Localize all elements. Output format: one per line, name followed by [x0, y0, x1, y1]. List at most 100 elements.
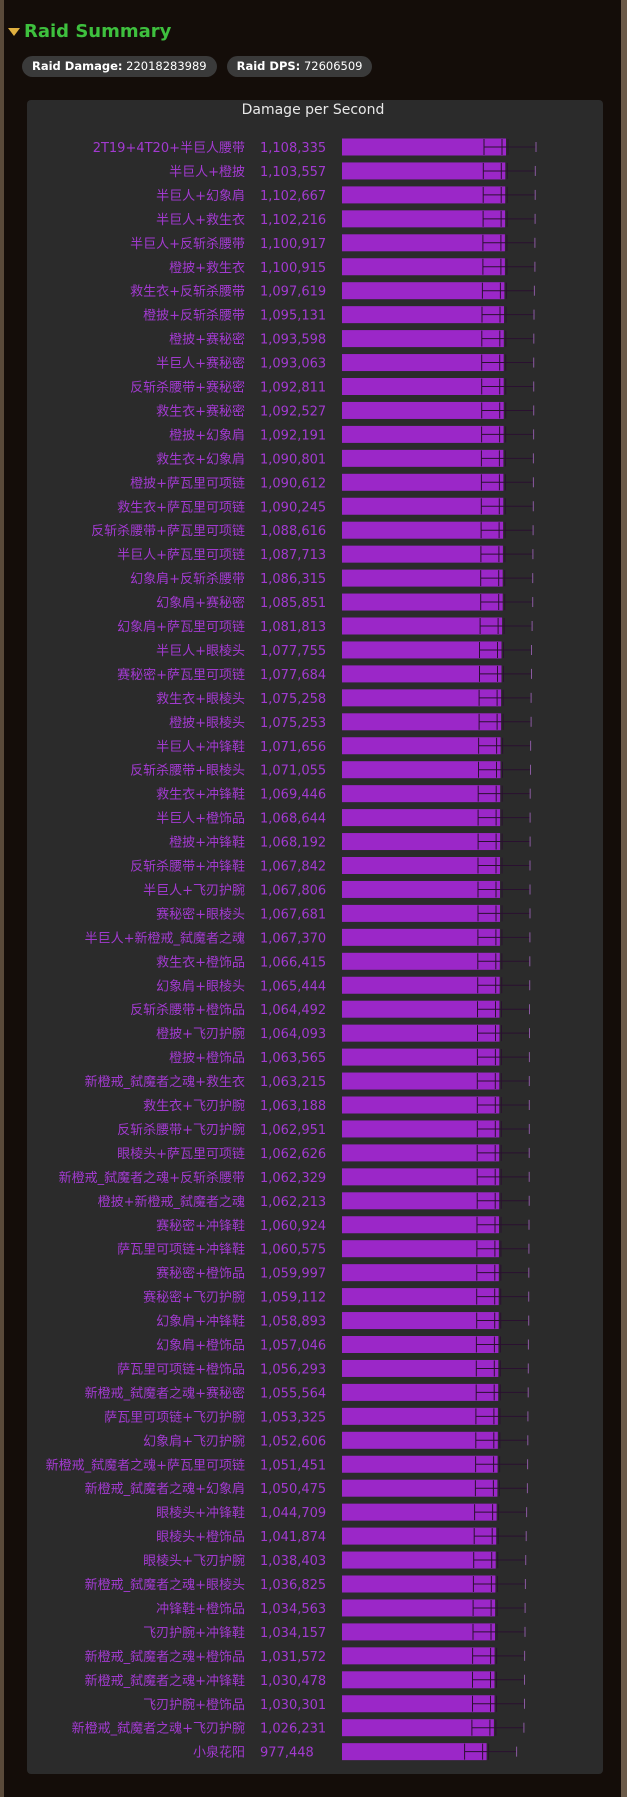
dps-bar: [342, 713, 502, 731]
dps-bar: [342, 1120, 500, 1138]
collapse-triangle-icon[interactable]: [8, 28, 20, 36]
raid-damage-value: 22018283989: [126, 59, 207, 73]
raid-damage-badge: Raid Damage: 22018283989: [22, 56, 217, 77]
dps-bar: [342, 1216, 499, 1234]
value-label: 1,092,191: [260, 428, 326, 443]
category-label: 飞刃护腕+橙饰品: [143, 1697, 245, 1713]
dps-bar: [342, 1359, 499, 1377]
category-label: 救生衣+赛秘密: [156, 403, 245, 419]
value-label: 1,090,801: [260, 452, 326, 467]
value-label: 1,092,811: [260, 381, 326, 396]
value-label: 977,448: [260, 1746, 314, 1761]
category-label: 橙披+新橙戒_弑魔者之魂: [98, 1194, 245, 1210]
category-label: 幻象肩+反斩杀腰带: [130, 571, 245, 587]
category-label: 半巨人+救生衣: [156, 212, 245, 228]
dps-bar: [342, 857, 500, 874]
category-label: 眼棱头+橙饰品: [156, 1529, 245, 1545]
category-label: 眼棱头+萨瓦里可项链: [117, 1146, 245, 1162]
dps-bar: [342, 641, 502, 659]
value-label: 1,060,575: [260, 1243, 326, 1258]
dps-bar: [342, 689, 502, 707]
dps-bar: [342, 1647, 495, 1665]
category-label: 橙披+萨瓦里可项链: [130, 476, 245, 491]
dps-chart-panel: Damage per Second 2T19+4T20+半巨人腰带 1,108,3…: [27, 100, 603, 1774]
value-label: 1,051,451: [260, 1458, 326, 1473]
category-label: 幻象肩+飞刃护腕: [143, 1433, 245, 1449]
value-label: 1,067,370: [260, 931, 326, 946]
dps-bar: [342, 138, 506, 156]
dps-bar: [342, 186, 506, 204]
dps-bar: [342, 785, 501, 803]
dps-bar: [342, 354, 504, 372]
dps-bar: [342, 425, 504, 443]
value-label: 1,050,475: [260, 1482, 326, 1497]
value-label: 1,095,131: [260, 309, 326, 324]
value-label: 1,097,619: [260, 285, 326, 300]
value-label: 1,057,046: [260, 1339, 326, 1354]
category-label: 半巨人+眼棱头: [156, 643, 245, 659]
value-label: 1,026,231: [260, 1722, 326, 1737]
value-label: 1,075,253: [260, 716, 326, 731]
dps-bar: [342, 282, 505, 300]
value-label: 1,064,492: [260, 1003, 326, 1018]
category-label: 赛秘密+飞刃护腕: [143, 1290, 245, 1306]
dps-bar: [342, 1240, 499, 1258]
dps-bar: [342, 330, 504, 348]
chart-rows: 2T19+4T20+半巨人腰带 1,108,335 半巨人+橙披 1,103,557 半…: [46, 138, 537, 1761]
category-label: 半巨人+橙饰品: [156, 812, 245, 827]
category-label: 橙披+冲锋鞋: [169, 835, 245, 851]
dps-bar: [342, 1479, 498, 1497]
dps-bar: [342, 1192, 500, 1210]
section-header[interactable]: Raid Summary: [6, 18, 171, 44]
dps-bar: [342, 1623, 495, 1641]
value-label: 1,068,192: [260, 836, 326, 851]
category-label: 新橙戒_弑魔者之魂+眼棱头: [85, 1577, 245, 1593]
value-label: 1,062,951: [260, 1123, 326, 1138]
category-label: 救生衣+冲锋鞋: [156, 787, 245, 803]
category-label: 救生衣+反斩杀腰带: [130, 284, 245, 300]
value-label: 1,071,055: [260, 764, 326, 779]
dps-bar: [342, 1575, 496, 1593]
dps-bar: [342, 569, 503, 587]
value-label: 1,056,293: [260, 1362, 326, 1377]
value-label: 1,062,329: [260, 1171, 326, 1186]
dps-bar: [342, 1527, 497, 1545]
category-label: 萨瓦里可项链+飞刃护腕: [104, 1409, 245, 1425]
value-label: 1,067,842: [260, 860, 326, 875]
value-label: 1,090,612: [260, 476, 326, 491]
dps-bar: [342, 1312, 499, 1330]
category-label: 新橙戒_弑魔者之魂+幻象肩: [85, 1481, 245, 1497]
category-label: 半巨人+赛秘密: [156, 356, 245, 372]
dps-bar: [342, 1383, 499, 1401]
category-label: 幻象肩+萨瓦里可项链: [117, 619, 245, 635]
dps-bar: [342, 258, 505, 276]
value-label: 1,102,216: [260, 213, 326, 228]
value-label: 1,044,709: [260, 1506, 326, 1521]
category-label: 橙披+反斩杀腰带: [143, 309, 245, 324]
category-label: 幻象肩+眼棱头: [156, 978, 245, 994]
category-label: 橙披+橙饰品: [169, 1051, 245, 1066]
value-label: 1,093,063: [260, 357, 326, 372]
value-label: 1,034,157: [260, 1626, 326, 1641]
value-label: 1,062,626: [260, 1147, 326, 1162]
value-label: 1,067,681: [260, 907, 326, 922]
dps-bar: [342, 473, 504, 491]
dps-bar: [342, 306, 504, 324]
dps-bar: [342, 952, 500, 970]
value-label: 1,059,112: [260, 1291, 326, 1306]
dps-bar: [342, 1096, 500, 1114]
value-label: 1,063,565: [260, 1051, 326, 1066]
value-label: 1,077,684: [260, 668, 326, 683]
dps-bar: [342, 1599, 496, 1617]
dps-bar: [342, 880, 500, 898]
category-label: 反斩杀腰带+橙饰品: [130, 1003, 245, 1018]
category-label: 新橙戒_弑魔者之魂+橙饰品: [85, 1649, 245, 1665]
category-label: 眼棱头+飞刃护腕: [143, 1553, 245, 1569]
value-label: 1,092,527: [260, 404, 326, 419]
value-label: 1,031,572: [260, 1650, 326, 1665]
value-label: 1,063,215: [260, 1075, 326, 1090]
dps-bar: [342, 1072, 500, 1090]
section-title: Raid Summary: [24, 20, 172, 42]
value-label: 1,068,644: [260, 812, 326, 827]
category-label: 半巨人+新橙戒_弑魔者之魂: [85, 930, 245, 946]
